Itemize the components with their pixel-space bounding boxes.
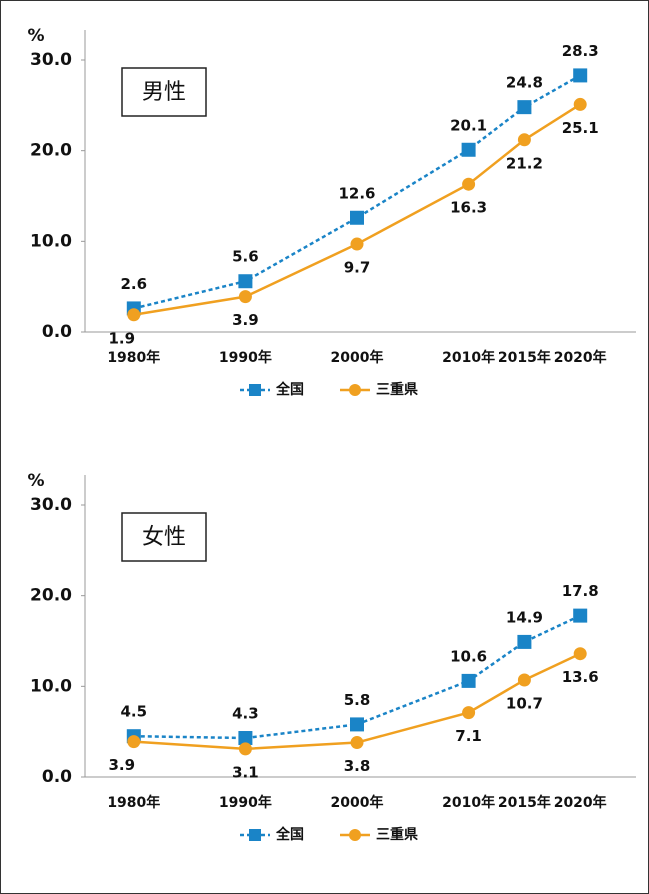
marker [461,142,476,157]
data-label: 17.8 [562,582,599,600]
marker [462,177,476,191]
y-tick-label: 30.0 [30,495,72,515]
legend-label: 三重県 [376,381,418,398]
marker [238,731,253,746]
marker [127,735,141,749]
marker [350,717,364,732]
legend-label: 三重県 [376,826,418,843]
legend-marker [249,829,261,841]
marker [238,274,253,289]
x-tick-label: 2020年 [554,794,607,811]
x-tick-label: 1980年 [107,349,160,366]
data-label: 10.6 [450,647,487,665]
series-line [133,614,581,740]
legend-marker [349,384,361,396]
data-label: 1.9 [109,329,136,347]
y-tick-label: 20.0 [30,586,72,606]
marker [573,68,588,83]
x-tick-label: 2010年 [442,794,495,811]
title-box [121,67,207,117]
x-tick-label: 1990年 [219,349,272,366]
y-tick-label: 0.0 [42,767,72,787]
series-line [133,652,581,751]
legend-label: 全国 [275,826,304,843]
data-label: 13.6 [562,668,599,686]
marker [517,634,532,649]
data-label: 25.1 [562,119,599,137]
x-tick-label: 2020年 [554,349,607,366]
data-label: 3.9 [232,311,259,329]
marker [573,647,587,661]
data-label: 3.9 [109,756,136,774]
y-tick-label: 20.0 [30,141,72,161]
marker [238,742,252,756]
x-tick-label: 2000年 [331,794,384,811]
data-label: 20.1 [450,116,487,134]
x-tick-label: 1980年 [107,794,160,811]
y-axis-label: % [27,471,44,491]
marker [238,290,252,304]
y-tick-label: 10.0 [30,231,72,251]
x-tick-label: 2015年 [498,794,551,811]
data-label: 14.9 [506,608,543,626]
y-tick-label: 0.0 [42,322,72,342]
chart-title: 女性 [142,525,186,550]
data-label: 3.1 [232,763,259,781]
marker [573,97,587,111]
legend-label: 全国 [275,381,304,398]
series-line [133,103,581,317]
data-label: 28.3 [562,42,599,60]
data-label: 9.7 [344,259,371,277]
data-label: 4.5 [121,703,148,721]
legend-marker [349,829,361,841]
data-label: 3.8 [344,757,371,775]
title-box [121,512,207,562]
marker [573,608,588,623]
marker [462,706,476,720]
x-tick-label: 2015年 [498,349,551,366]
data-label: 24.8 [506,74,543,92]
x-tick-label: 2000年 [331,349,384,366]
legend-marker [249,384,261,396]
data-label: 12.6 [338,184,375,202]
data-label: 4.3 [232,705,259,723]
y-tick-label: 10.0 [30,676,72,696]
data-label: 16.3 [450,199,487,217]
data-label: 5.6 [232,248,259,266]
y-axis-label: % [27,26,44,46]
data-label: 10.7 [506,694,543,712]
x-tick-label: 2010年 [442,349,495,366]
marker [517,133,531,147]
marker [350,237,364,251]
chart-title: 男性 [142,80,186,105]
marker [461,673,476,688]
x-tick-label: 1990年 [219,794,272,811]
marker [127,308,141,322]
data-label: 7.1 [455,727,482,745]
data-label: 2.6 [121,275,148,293]
data-label: 21.2 [506,154,543,172]
marker [517,673,531,687]
data-label: 5.8 [344,691,371,709]
marker [517,100,532,115]
marker [350,210,364,225]
y-tick-label: 30.0 [30,50,72,70]
marker [350,736,364,750]
series-line [133,74,581,310]
